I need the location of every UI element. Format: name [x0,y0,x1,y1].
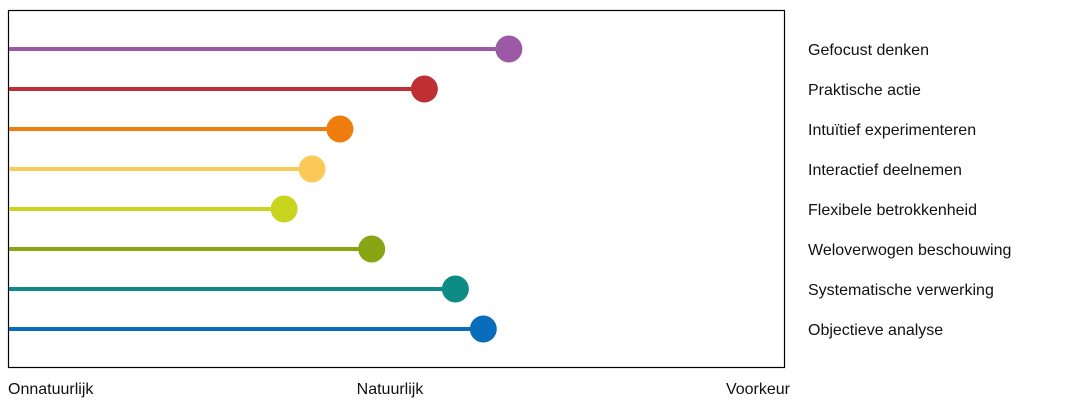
legend: Gefocust denken Praktische actie Intuïtief… [808,42,1011,339]
legend-label: Systematische verwerking [808,282,994,299]
lollipop-marker [411,76,438,103]
legend-label: Flexibele betrokkenheid [808,202,977,219]
legend-label: Weloverwogen beschouwing [808,242,1011,259]
legend-label: Objectieve analyse [808,322,943,339]
x-axis-label-left: Onnatuurlijk [8,381,94,398]
lollipop-marker [470,316,497,343]
lollipop-marker [495,36,522,63]
legend-label: Gefocust denken [808,42,929,59]
legend-label: Intuïtief experimenteren [808,122,976,139]
x-axis-label-right: Voorkeur [726,381,791,398]
plot-frame [9,11,785,368]
legend-label: Interactief deelnemen [808,162,962,179]
lollipop-marker [358,236,385,263]
x-axis-label-middle: Natuurlijk [357,381,425,398]
lollipop-marker [299,156,326,183]
lollipop-marker [271,196,298,223]
lollipop-marker [442,276,469,303]
legend-label: Praktische actie [808,82,921,99]
lollipop-marker [326,116,353,143]
